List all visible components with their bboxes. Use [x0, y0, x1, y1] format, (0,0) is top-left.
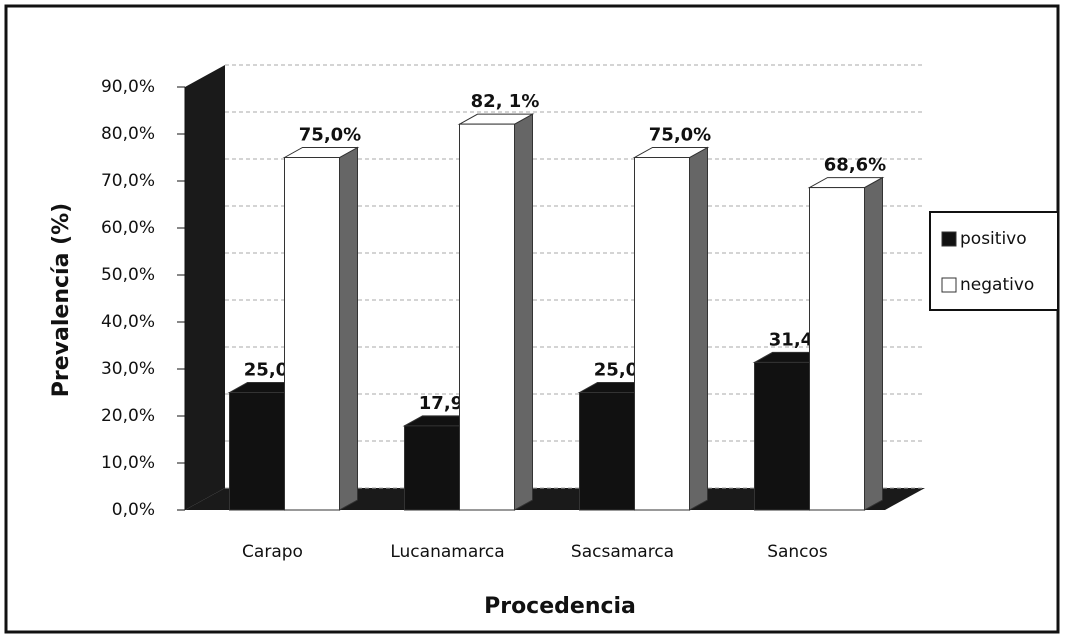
- y-tick-label: 60,0%: [101, 218, 155, 238]
- bar: [579, 392, 635, 511]
- bar: [229, 392, 285, 511]
- value-label: 82, 1%: [471, 91, 540, 112]
- x-tick-label: Carapo: [242, 542, 303, 562]
- x-tick-label: Sacsamarca: [571, 542, 674, 562]
- value-label: 75,0%: [299, 125, 361, 146]
- value-label: 68,6%: [824, 155, 886, 176]
- y-tick-label: 80,0%: [101, 124, 155, 144]
- bar-side: [339, 146, 358, 511]
- y-tick-label: 90,0%: [101, 77, 155, 97]
- bar: [404, 425, 460, 511]
- y-tick-label: 0,0%: [112, 500, 155, 520]
- y-tick-label: 40,0%: [101, 312, 155, 332]
- bar: [634, 157, 690, 511]
- legend-label: negativo: [960, 275, 1034, 295]
- bar: [284, 157, 340, 511]
- bar-side: [514, 113, 533, 511]
- bar-side: [689, 146, 708, 511]
- bar-side: [864, 176, 883, 511]
- bar: [754, 361, 810, 511]
- legend-swatch: [941, 231, 957, 247]
- y-tick-label: 20,0%: [101, 406, 155, 426]
- legend-box: [929, 211, 1059, 311]
- bar: [809, 187, 865, 511]
- y-tick-label: 30,0%: [101, 359, 155, 379]
- left-wall: [185, 65, 225, 510]
- bar: [459, 123, 515, 511]
- y-tick-label: 70,0%: [101, 171, 155, 191]
- legend-label: positivo: [960, 229, 1027, 249]
- y-tick-label: 50,0%: [101, 265, 155, 285]
- x-tick-label: Sancos: [767, 542, 828, 562]
- y-tick-label: 10,0%: [101, 453, 155, 473]
- floor: [185, 488, 925, 510]
- x-axis-title: Procedencia: [484, 594, 636, 619]
- frame: [4, 4, 1060, 634]
- x-tick-label: Lucanamarca: [390, 542, 504, 562]
- y-axis-title: Prevalencía (%): [49, 203, 74, 397]
- legend-swatch: [941, 277, 957, 293]
- value-label: 75,0%: [649, 125, 711, 146]
